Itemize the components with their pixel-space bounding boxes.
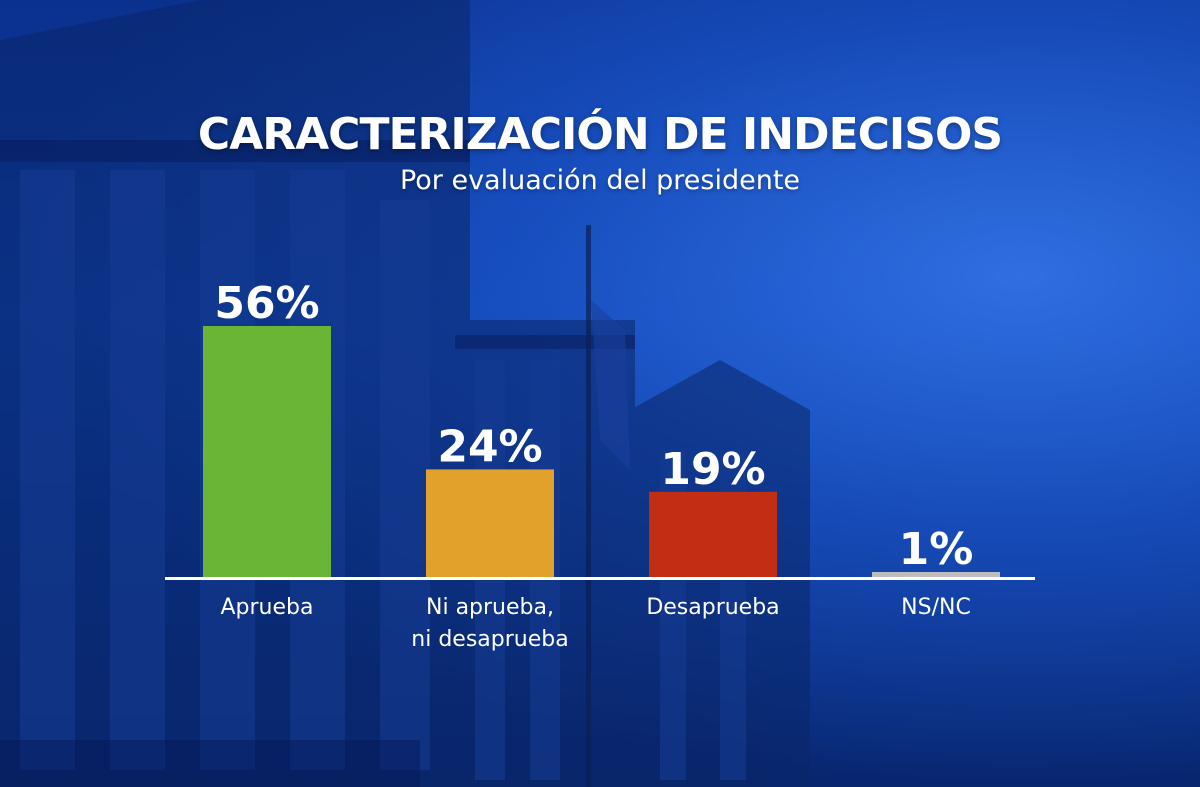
chart-title: CARACTERIZACIÓN DE INDECISOS (197, 109, 1003, 160)
category-label-2: Ni aprueba, ni desaprueba (411, 595, 568, 652)
baseline-axis (165, 577, 1035, 580)
title-block: CARACTERIZACIÓN DE INDECISOS Por evaluac… (0, 108, 1200, 198)
category-label-1: Aprueba (221, 595, 314, 620)
value-label-1: 56% (214, 278, 319, 329)
value-label-4: 1% (899, 524, 974, 575)
bar-1 (203, 326, 331, 577)
bar-2 (426, 469, 554, 577)
category-label-4: NS/NC (901, 595, 971, 620)
category-label-3: Desaprueba (646, 595, 779, 620)
bar-3 (649, 491, 777, 577)
value-label-3: 19% (660, 444, 765, 495)
bar-4 (872, 572, 1000, 577)
chart-subtitle: Por evaluación del presidente (399, 165, 801, 196)
value-label-2: 24% (437, 421, 542, 472)
